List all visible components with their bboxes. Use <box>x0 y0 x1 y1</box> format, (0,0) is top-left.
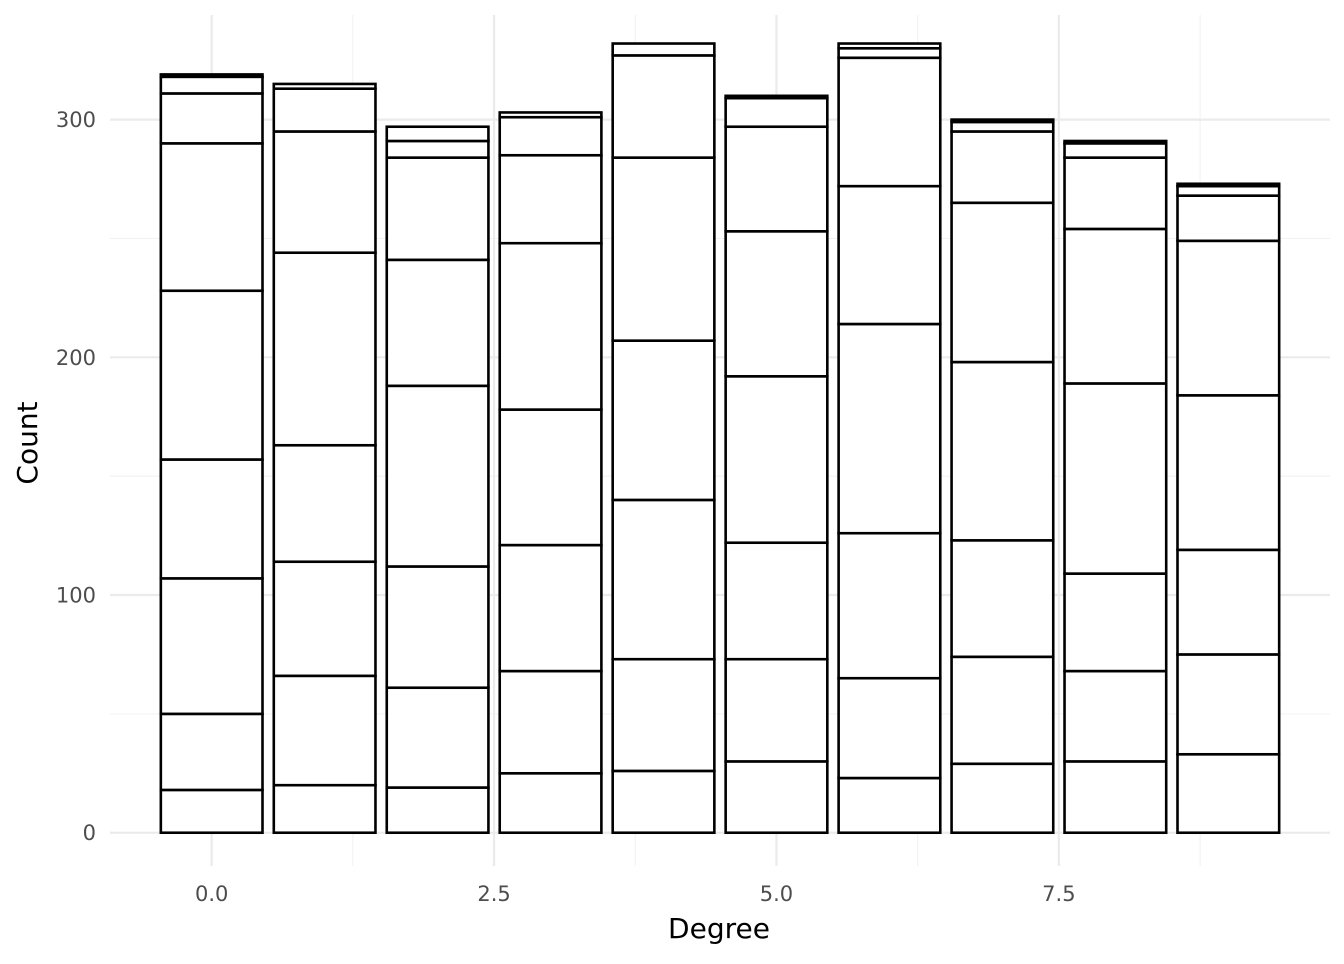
bar-segment-0-7 <box>159 75 264 95</box>
bar-segment-3-5 <box>498 153 603 245</box>
bar-segment-8-6 <box>1063 142 1168 159</box>
y-tick-label: 200 <box>56 346 96 370</box>
bar-segment-8-1 <box>1063 669 1168 763</box>
bar-segment-0-5 <box>159 142 264 293</box>
bar-segment-5-2 <box>724 541 829 661</box>
bar-segment-0-6 <box>159 92 264 145</box>
bar-segment-1-7 <box>272 82 377 90</box>
bar-segment-9-5 <box>1176 194 1281 243</box>
bar-segment-1-1 <box>272 674 377 787</box>
bar-segment-0-0 <box>159 788 264 835</box>
bar-segment-5-0 <box>724 760 829 835</box>
bar-segment-3-6 <box>498 115 603 157</box>
bar-segment-6-3 <box>837 322 942 535</box>
bar-segment-5-4 <box>724 230 829 378</box>
bar-segment-7-6 <box>950 120 1055 133</box>
bar-segment-6-7 <box>837 42 942 50</box>
bar-segment-2-0 <box>385 786 490 835</box>
bar-segment-2-7 <box>385 125 490 143</box>
x-axis-tick-labels: 0.0 2.5 5.0 7.5 <box>195 882 1076 906</box>
bar-segment-4-1 <box>611 657 716 773</box>
bar-segment-8-0 <box>1063 760 1168 835</box>
bar-segment-3-3 <box>498 408 603 547</box>
bar-segment-7-0 <box>950 762 1055 835</box>
x-axis-title: Degree <box>668 912 770 945</box>
bar-segment-1-6 <box>272 87 377 133</box>
bar-segment-7-3 <box>950 360 1055 542</box>
bar-segment-2-1 <box>385 686 490 789</box>
bar-segment-4-5 <box>611 54 716 159</box>
bar-segment-6-4 <box>837 184 942 326</box>
bar-segment-3-7 <box>498 111 603 119</box>
bar-segment-4-0 <box>611 769 716 835</box>
bar-segment-7-2 <box>950 539 1055 659</box>
x-tick-label: 0.0 <box>195 882 228 906</box>
bar-segment-1-2 <box>272 560 377 678</box>
bar-segment-8-5 <box>1063 156 1168 231</box>
bar-segment-7-5 <box>950 130 1055 205</box>
y-tick-label: 100 <box>56 584 96 608</box>
bar-segment-0-8 <box>159 73 264 79</box>
bar-segment-5-3 <box>724 375 829 545</box>
bar-segment-4-2 <box>611 498 716 661</box>
bar-segment-8-3 <box>1063 382 1168 575</box>
bar-segment-4-6 <box>611 42 716 57</box>
bar-segment-6-2 <box>837 531 942 680</box>
bar-segment-8-7 <box>1063 139 1168 145</box>
bar-segment-9-4 <box>1176 239 1281 397</box>
bar-segment-5-1 <box>724 657 829 763</box>
bar-segment-9-2 <box>1176 548 1281 656</box>
x-tick-label: 7.5 <box>1042 882 1075 906</box>
bar-segment-6-0 <box>837 776 942 835</box>
bar-segment-8-4 <box>1063 227 1168 385</box>
bar-segment-2-3 <box>385 384 490 568</box>
bar-segment-4-4 <box>611 156 716 342</box>
bars <box>159 42 1281 835</box>
bar-segment-2-2 <box>385 565 490 690</box>
x-tick-label: 2.5 <box>477 882 510 906</box>
bar-segment-9-6 <box>1176 184 1281 197</box>
bar-segment-6-6 <box>837 46 942 60</box>
bar-segment-3-4 <box>498 241 603 411</box>
x-tick-label: 5.0 <box>760 882 793 906</box>
bar-segment-5-5 <box>724 125 829 233</box>
bar-segment-2-6 <box>385 139 490 159</box>
bar-segment-0-4 <box>159 289 264 461</box>
bar-segment-6-5 <box>837 56 942 188</box>
bar-segment-2-5 <box>385 156 490 262</box>
y-axis-tick-labels: 0 100 200 300 <box>56 108 96 845</box>
bar-segment-1-3 <box>272 443 377 564</box>
bar-segment-8-2 <box>1063 572 1168 673</box>
bar-segment-5-7 <box>724 94 829 100</box>
bar-segment-1-5 <box>272 130 377 255</box>
bar-segment-9-0 <box>1176 752 1281 835</box>
y-tick-label: 0 <box>83 821 96 845</box>
bar-segment-3-2 <box>498 543 603 673</box>
y-axis-title: Count <box>11 401 44 484</box>
y-tick-label: 300 <box>56 108 96 132</box>
bar-segment-3-0 <box>498 771 603 835</box>
bar-segment-0-1 <box>159 712 264 792</box>
bar-segment-1-0 <box>272 783 377 835</box>
bar-segment-7-4 <box>950 201 1055 364</box>
bar-segment-9-7 <box>1176 182 1281 188</box>
bar-segment-3-1 <box>498 669 603 775</box>
bar-segment-9-3 <box>1176 394 1281 552</box>
bar-segment-1-4 <box>272 251 377 447</box>
bar-segment-0-2 <box>159 577 264 716</box>
bar-segment-2-4 <box>385 258 490 388</box>
bar-segment-6-1 <box>837 676 942 780</box>
bar-segment-9-1 <box>1176 653 1281 756</box>
bar-segment-4-3 <box>611 339 716 502</box>
bar-segment-0-3 <box>159 458 264 580</box>
bar-segment-7-7 <box>950 118 1055 124</box>
bar-segment-7-1 <box>950 655 1055 766</box>
bar-segment-5-6 <box>724 96 829 129</box>
